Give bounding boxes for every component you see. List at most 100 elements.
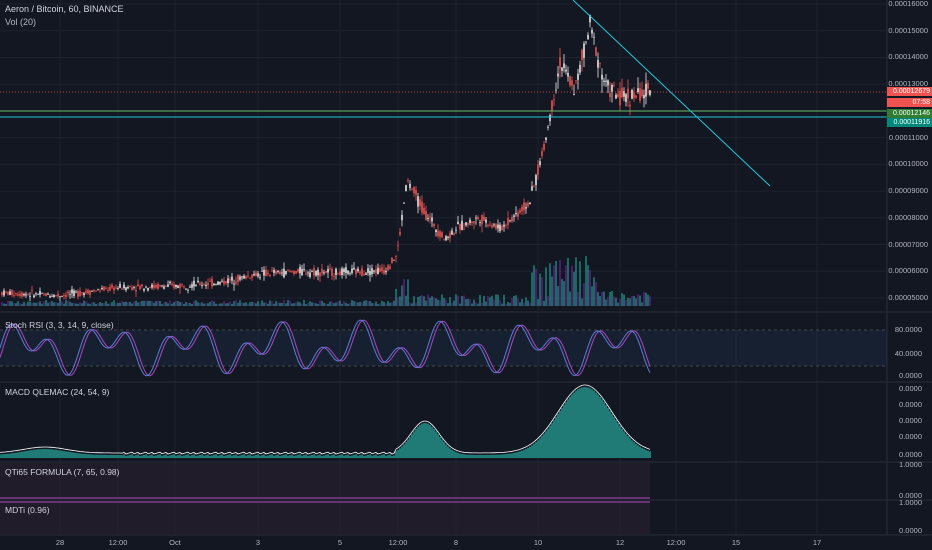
candle-body bbox=[577, 73, 579, 80]
volume-bar bbox=[177, 301, 179, 306]
macd-bar bbox=[587, 387, 589, 458]
candle-body bbox=[331, 268, 333, 276]
macd-bar bbox=[407, 439, 409, 458]
macd-bar bbox=[457, 452, 459, 458]
macd-axis-2: 0.0000 bbox=[899, 400, 922, 409]
candle-body bbox=[467, 223, 469, 225]
macd-bar bbox=[107, 454, 109, 458]
candle-body bbox=[9, 291, 11, 295]
volume-bar bbox=[583, 283, 585, 306]
candle-body bbox=[417, 196, 419, 207]
candle-body bbox=[267, 272, 269, 275]
volume-bar bbox=[525, 297, 527, 306]
candle-body bbox=[523, 202, 525, 211]
macd-label[interactable]: MACD QLEMAC (24, 54, 9) bbox=[5, 387, 110, 397]
drawing-overlays[interactable] bbox=[0, 0, 887, 187]
macd-bar bbox=[449, 448, 451, 458]
macd-bar bbox=[545, 431, 547, 458]
candle-body bbox=[25, 294, 27, 296]
macd-bar bbox=[239, 455, 241, 458]
candle-body bbox=[591, 29, 593, 34]
volume-bar bbox=[329, 301, 331, 306]
candle-body bbox=[1, 292, 3, 296]
macd-bar bbox=[185, 454, 187, 458]
mdti-axis-1: 1.0000 bbox=[899, 498, 922, 507]
macd-bar bbox=[229, 454, 231, 458]
candle-body bbox=[137, 284, 139, 287]
volume-bar bbox=[517, 298, 519, 306]
macd-bar bbox=[95, 454, 97, 458]
macd-bar bbox=[411, 434, 413, 458]
macd-bar bbox=[241, 454, 243, 458]
macd-bar bbox=[519, 451, 521, 458]
candle-body bbox=[139, 286, 141, 290]
volume-bar bbox=[419, 296, 421, 306]
volume-bar bbox=[37, 302, 39, 306]
candle-body bbox=[237, 275, 239, 282]
macd-bar bbox=[87, 454, 89, 458]
volume-bar bbox=[547, 296, 549, 306]
volume-bar bbox=[253, 302, 255, 306]
candle-body bbox=[175, 284, 177, 288]
volume-bar bbox=[425, 300, 427, 306]
macd-bar bbox=[649, 451, 651, 458]
volume-bar bbox=[319, 300, 321, 306]
macd-bar bbox=[469, 454, 471, 458]
macd-bar bbox=[535, 442, 537, 458]
macd-bar bbox=[437, 434, 439, 458]
volume-bar bbox=[397, 297, 399, 306]
macd-bar bbox=[585, 387, 587, 458]
macd-bar bbox=[121, 455, 123, 458]
qti-label[interactable]: QTi65 FORMULA (7, 65, 0.98) bbox=[5, 467, 120, 477]
macd-bar bbox=[143, 454, 145, 458]
volume-bar bbox=[593, 277, 595, 306]
macd-bar bbox=[563, 404, 565, 458]
volume-bar bbox=[491, 295, 493, 306]
volume-bar bbox=[641, 302, 643, 306]
candle-body bbox=[313, 268, 315, 276]
candle-body bbox=[155, 285, 157, 288]
candle-body bbox=[279, 271, 281, 275]
candle-body bbox=[391, 257, 393, 264]
mdti-label[interactable]: MDTi (0.96) bbox=[5, 505, 50, 515]
macd-bar bbox=[341, 454, 343, 458]
volume-bar bbox=[251, 301, 253, 306]
volume-bar bbox=[499, 300, 501, 306]
candle-body bbox=[27, 294, 29, 296]
volume-bar bbox=[627, 297, 629, 306]
candle-body bbox=[511, 217, 513, 222]
macd-bar bbox=[167, 456, 169, 458]
candle-body bbox=[649, 90, 651, 96]
macd-bar bbox=[515, 452, 517, 458]
candle-body bbox=[321, 268, 323, 274]
candle-body bbox=[325, 271, 327, 273]
volume-bar bbox=[611, 291, 613, 306]
candle-body bbox=[203, 284, 205, 286]
volume-bar bbox=[209, 301, 211, 306]
candle-body bbox=[191, 284, 193, 288]
stoch-rsi-label[interactable]: Stoch RSI (3, 3, 14, 9, close) bbox=[5, 320, 114, 330]
candle-body bbox=[419, 199, 421, 207]
candle-body bbox=[619, 90, 621, 106]
macd-bar bbox=[551, 423, 553, 458]
volume-bar bbox=[377, 303, 379, 306]
candle-body bbox=[301, 269, 303, 276]
candle-body bbox=[181, 284, 183, 286]
candle-body bbox=[81, 292, 83, 294]
volume-bar bbox=[647, 294, 649, 306]
volume-bar bbox=[311, 302, 313, 306]
volume-bar bbox=[17, 301, 19, 306]
candle-body bbox=[435, 229, 437, 233]
candle-body bbox=[11, 290, 13, 296]
candle-body bbox=[347, 270, 349, 274]
candle-body bbox=[373, 270, 375, 272]
macd-bar bbox=[271, 454, 273, 458]
volume-bar bbox=[115, 303, 117, 306]
volume-bar bbox=[559, 260, 561, 306]
macd-bar bbox=[105, 454, 107, 458]
volume-bar bbox=[299, 302, 301, 306]
candle-body bbox=[613, 85, 615, 86]
macd-bar bbox=[479, 454, 481, 458]
volume-bar bbox=[65, 300, 67, 306]
